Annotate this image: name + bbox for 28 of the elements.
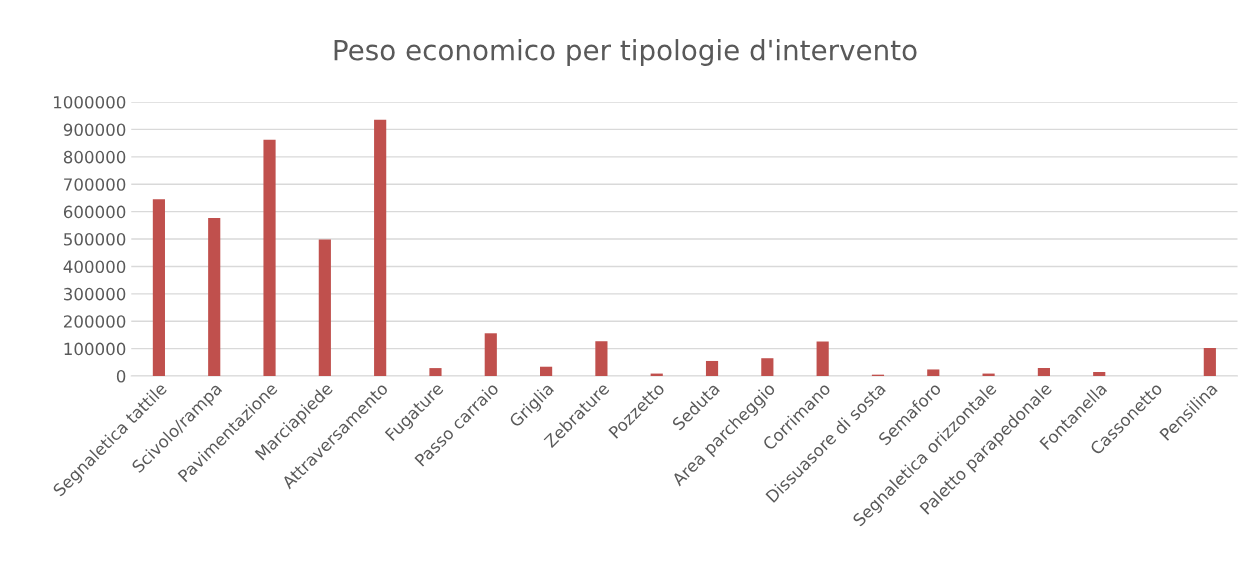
- y-tick-label: 500000: [64, 232, 126, 246]
- y-tick-label: 1000000: [53, 95, 126, 109]
- bar: [484, 333, 497, 377]
- bar: [1037, 368, 1050, 377]
- bar: [374, 119, 387, 377]
- bar: [263, 139, 276, 377]
- y-tick-label: 300000: [64, 287, 126, 301]
- y-tick-label: 900000: [63, 123, 126, 136]
- bar: [318, 239, 331, 377]
- y-tick-label: 400000: [63, 260, 126, 273]
- y-tick-label: 800000: [63, 150, 126, 164]
- bar: [1093, 371, 1106, 377]
- chart-title: Peso economico per tipologie d'intervento: [334, 39, 917, 66]
- bar: [761, 358, 774, 377]
- bar: [429, 368, 442, 377]
- y-tick-label: 100000: [64, 342, 126, 356]
- bar: [152, 199, 165, 377]
- bar: [208, 217, 221, 377]
- bar: [816, 341, 829, 377]
- y-tick-label: 600000: [63, 205, 126, 219]
- y-tick-label: 0: [116, 370, 126, 383]
- bar: [705, 360, 719, 377]
- bar: [1203, 348, 1216, 377]
- bar: [595, 341, 608, 377]
- y-tick-label: 200000: [63, 315, 126, 328]
- bar: [540, 366, 553, 377]
- y-tick-label: 700000: [64, 178, 126, 191]
- bar: [927, 369, 940, 377]
